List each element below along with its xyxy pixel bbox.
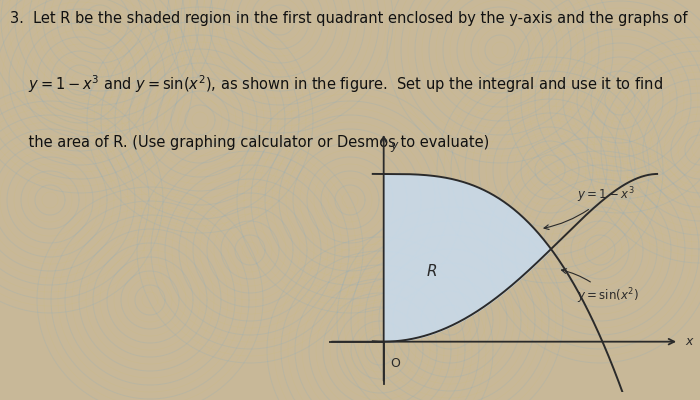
Text: the area of R. (Use graphing calculator or Desmos to evaluate): the area of R. (Use graphing calculator … <box>10 135 489 150</box>
Text: 3.  Let R be the shaded region in the first quadrant enclosed by the y-axis and : 3. Let R be the shaded region in the fir… <box>10 12 688 26</box>
Text: O: O <box>391 357 400 370</box>
Text: $y = 1-x^3$: $y = 1-x^3$ <box>544 186 635 230</box>
Text: x: x <box>685 335 693 348</box>
Text: y: y <box>391 139 398 152</box>
Text: R: R <box>426 264 437 279</box>
Text: $y = 1 - x^3$ and $y = \sin(x^2)$, as shown in the figure.  Set up the integral : $y = 1 - x^3$ and $y = \sin(x^2)$, as sh… <box>10 73 663 95</box>
Text: $y = \sin(x^2)$: $y = \sin(x^2)$ <box>561 269 639 306</box>
